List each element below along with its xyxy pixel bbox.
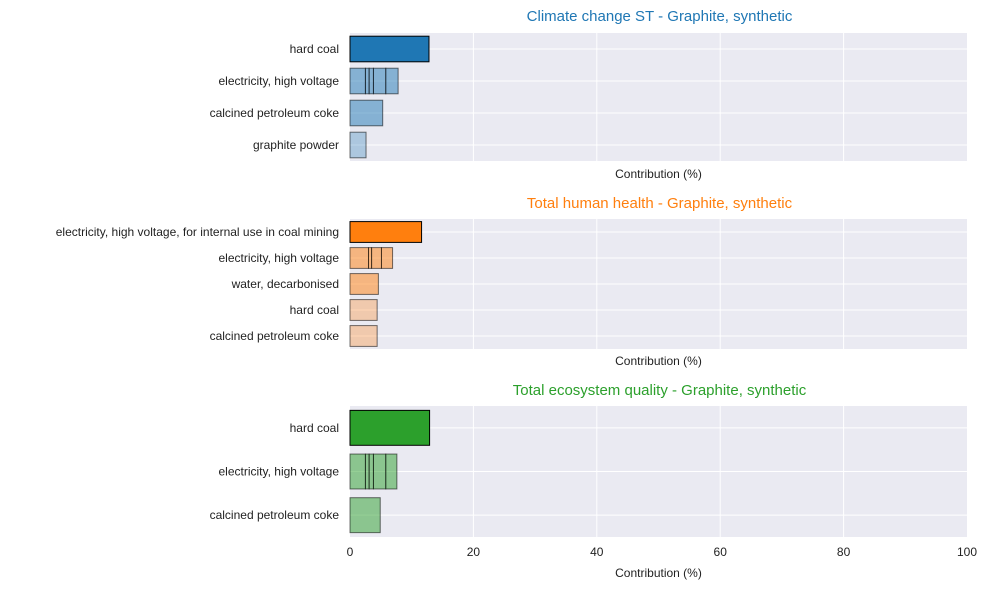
bar-electricity-high-voltage-segment-3 bbox=[368, 453, 374, 490]
x-axis-label: Contribution (%) bbox=[615, 354, 702, 368]
x-axis-label: Contribution (%) bbox=[615, 566, 702, 580]
plot-area bbox=[350, 33, 967, 161]
bar-hard-coal bbox=[349, 409, 431, 446]
x-tick-label: 20 bbox=[467, 545, 481, 559]
x-tick-label: 100 bbox=[957, 545, 977, 559]
bar-hard-coal bbox=[349, 299, 378, 321]
category-label: water, decarbonised bbox=[231, 277, 339, 291]
chart-title: Climate change ST - Graphite, synthetic bbox=[527, 8, 793, 25]
bar-electricity-high-voltage-segment-2 bbox=[364, 453, 370, 490]
chart-title: Total human health - Graphite, synthetic bbox=[527, 195, 793, 212]
x-tick-label: 80 bbox=[837, 545, 851, 559]
bar-electricity-high-voltage-segment-5 bbox=[385, 453, 398, 490]
bar-electricity-high-voltage-segment-1 bbox=[349, 67, 366, 95]
category-label: electricity, high voltage bbox=[218, 251, 339, 265]
x-tick-label: 40 bbox=[590, 545, 604, 559]
bar-electricity-high-voltage-segment-3 bbox=[368, 67, 374, 95]
category-label: electricity, high voltage bbox=[218, 74, 339, 88]
bar-graphite-powder bbox=[349, 131, 367, 159]
bar-electricity-high-voltage-for-internal-use-in-coal-mining bbox=[349, 221, 423, 243]
category-label: graphite powder bbox=[253, 138, 339, 152]
category-label: electricity, high voltage, for internal … bbox=[56, 225, 339, 239]
category-label: calcined petroleum coke bbox=[210, 106, 340, 120]
category-label: hard coal bbox=[290, 421, 339, 435]
category-label: calcined petroleum coke bbox=[210, 329, 340, 343]
bar-electricity-high-voltage-segment-4 bbox=[372, 67, 387, 95]
bar-electricity-high-voltage-segment-4 bbox=[380, 247, 394, 269]
bar-water-decarbonised bbox=[349, 273, 379, 295]
bar-electricity-high-voltage-segment-2 bbox=[364, 67, 370, 95]
bar-calcined-petroleum-coke bbox=[349, 325, 378, 347]
x-tick-label: 60 bbox=[714, 545, 728, 559]
category-label: electricity, high voltage bbox=[218, 465, 339, 479]
category-label: hard coal bbox=[290, 303, 339, 317]
chart-panel-1: hard coal electricity, high voltage calcin… bbox=[210, 8, 967, 181]
x-tick-label: 0 bbox=[347, 545, 354, 559]
chart-panel-2: electricity, high voltage, for internal … bbox=[56, 195, 967, 368]
x-axis-label: Contribution (%) bbox=[615, 167, 702, 181]
chart-title: Total ecosystem quality - Graphite, synt… bbox=[513, 382, 807, 399]
bar-electricity-high-voltage-segment-3 bbox=[371, 247, 382, 269]
bar-electricity-high-voltage-segment-5 bbox=[385, 67, 399, 95]
bar-electricity-high-voltage-segment-4 bbox=[372, 453, 387, 490]
bar-calcined-petroleum-coke bbox=[349, 99, 384, 127]
bar-electricity-high-voltage-segment-1 bbox=[349, 247, 370, 269]
category-label: calcined petroleum coke bbox=[210, 508, 340, 522]
chart-panel-3: hard coal electricity, high voltage calcin… bbox=[210, 382, 978, 580]
bar-hard-coal bbox=[349, 35, 430, 63]
bar-calcined-petroleum-coke bbox=[349, 497, 381, 534]
bar-electricity-high-voltage-segment-1 bbox=[349, 453, 366, 490]
category-label: hard coal bbox=[290, 42, 339, 56]
